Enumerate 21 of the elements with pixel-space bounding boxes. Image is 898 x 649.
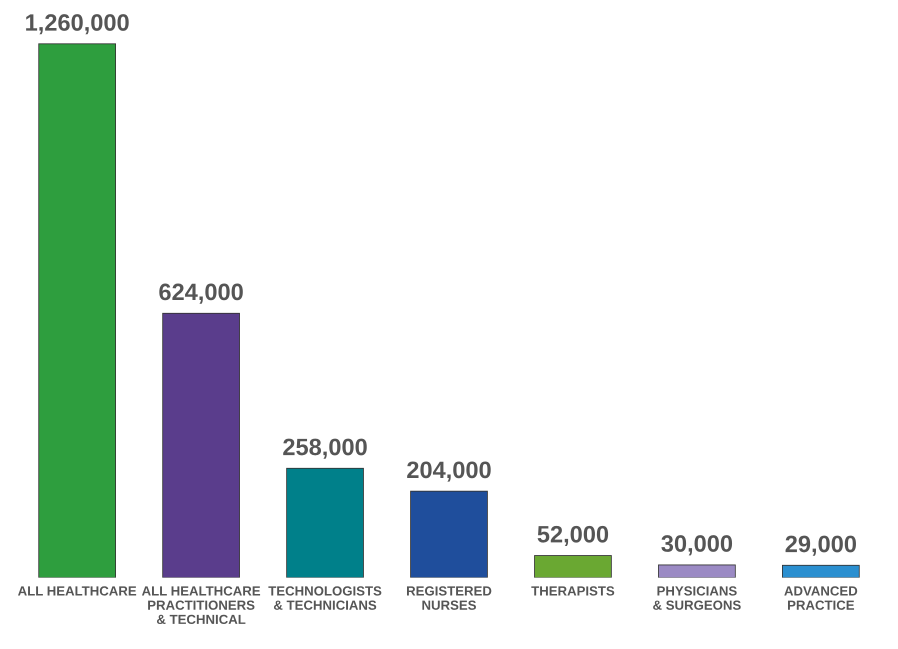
bar (286, 468, 364, 578)
bar (782, 564, 860, 578)
data-label: 29,000 (786, 536, 856, 556)
data-label: 624,000 (159, 284, 243, 304)
x-tick-label: ALL HEALTHCARE (18, 586, 136, 596)
x-tick-label: ADVANCED PRACTICE (784, 586, 858, 610)
bar (410, 490, 488, 578)
x-tick-label: PHYSICIANS & SURGEONS (653, 586, 741, 610)
x-tick-label: REGISTERED NURSES (406, 586, 492, 610)
data-label: 258,000 (283, 438, 367, 459)
x-tick-label: ALL HEALTHCARE PRACTITIONERS & TECHNICAL (142, 586, 260, 624)
bar (38, 43, 116, 578)
bar (534, 555, 612, 578)
data-label: 204,000 (407, 461, 491, 482)
x-tick-label: THERAPISTS (531, 586, 614, 596)
bar (162, 312, 240, 578)
data-label: 30,000 (661, 535, 732, 556)
x-tick-label: TECHNOLOGISTS & TECHNICIANS (268, 586, 382, 610)
data-label: 52,000 (538, 526, 608, 546)
data-label: 1,260,000 (26, 14, 129, 34)
bar (658, 564, 736, 578)
